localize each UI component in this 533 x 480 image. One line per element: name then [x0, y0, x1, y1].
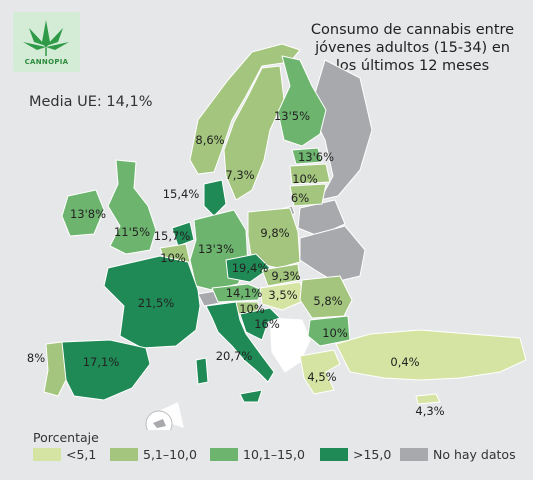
value-label-portugal: 8% [26, 351, 46, 365]
value-label-estonia: 13'6% [297, 150, 335, 164]
region-estonia [291, 147, 323, 165]
region-lithuania [289, 183, 327, 207]
value-label-bulgaria: 10% [322, 326, 348, 340]
region-sicily [239, 389, 263, 403]
region-czech [225, 253, 271, 283]
cannabis-leaf-icon [23, 20, 69, 56]
region-austria [211, 283, 263, 303]
value-label-austria: 14,1% [225, 286, 263, 300]
legend-swatch-gt15 [320, 448, 348, 461]
cannopia-logo: CANNOPIA [13, 12, 80, 72]
value-label-romania: 5,8% [313, 294, 343, 308]
value-label-belgium: 10% [160, 251, 186, 265]
value-label-netherlands: 15,7% [153, 229, 191, 243]
value-label-spain: 17,1% [82, 355, 120, 369]
value-label-slovakia: 9,3% [271, 269, 301, 283]
region-norway [189, 43, 301, 175]
value-label-hungary: 3,5% [268, 288, 298, 302]
region-hungary [259, 281, 307, 311]
title-line-1: Consumo de cannabis entre [310, 22, 515, 38]
value-label-turkey: 0,4% [390, 355, 420, 369]
legend-label-5-10: 5,1–10,0 [143, 447, 197, 462]
eu-mean-label: Media UE: 14,1% [29, 94, 153, 110]
title-line-2: jóvenes adultos (15-34) en [315, 40, 510, 56]
value-label-latvia: 10% [292, 172, 318, 186]
region-sardinia [195, 357, 209, 385]
region-denmark [203, 179, 227, 217]
legend-title: Porcentaje [33, 430, 99, 445]
legend-label-nodata: No hay datos [433, 447, 516, 462]
region-spain [59, 339, 151, 401]
region-sweden [223, 65, 285, 201]
region-croatia [239, 307, 281, 341]
map-title: Consumo de cannabis entre jóvenes adulto… [300, 21, 525, 75]
region-nodata-ukraine [299, 225, 366, 283]
region-turkey [335, 329, 527, 381]
europe-map [43, 43, 527, 430]
value-label-denmark: 15,4% [162, 187, 200, 201]
value-label-finland: 13'5% [273, 109, 311, 123]
legend-swatch-nodata [400, 448, 428, 461]
region-uk [107, 159, 157, 255]
value-label-slovenia: 10% [239, 302, 265, 316]
region-latvia [289, 163, 331, 185]
value-label-uk: 11'5% [113, 225, 151, 239]
legend-label-gt15: >15,0 [353, 447, 392, 462]
region-france [103, 255, 201, 349]
region-italy [205, 301, 275, 383]
malta-inset [145, 402, 184, 430]
value-label-germany: 13'3% [197, 242, 235, 256]
legend: <5,1 5,1–10,0 10,1–15,0 >15,0 No hay dat… [33, 446, 528, 466]
legend-swatch-lt5 [33, 448, 61, 461]
legend-swatch-5-10 [110, 448, 138, 461]
value-label-poland: 9,8% [260, 226, 290, 240]
value-label-sweden: 7,3% [225, 168, 255, 182]
value-label-cyprus: 4,3% [415, 404, 445, 418]
region-portugal [43, 341, 67, 397]
value-label-croatia: 16% [254, 317, 280, 331]
region-slovakia [261, 263, 301, 287]
title-line-3: los últimos 12 meses [335, 58, 490, 74]
region-bulgaria [307, 315, 351, 347]
value-label-czech: 19,4% [231, 261, 269, 275]
region-ireland [61, 189, 105, 237]
value-label-italy: 20,7% [215, 349, 253, 363]
region-netherlands [171, 221, 195, 247]
region-cyprus [415, 393, 441, 405]
legend-label-10-15: 10,1–15,0 [243, 447, 305, 462]
legend-label-lt5: <5,1 [66, 447, 97, 462]
region-greece [299, 349, 341, 395]
value-label-france: 21,5% [137, 296, 175, 310]
value-label-lithuania: 6% [290, 191, 310, 205]
value-label-ireland: 13'8% [69, 207, 107, 221]
logo-text: CANNOPIA [24, 58, 69, 66]
legend-swatch-10-15 [210, 448, 238, 461]
value-label-norway: 8,6% [195, 133, 225, 147]
region-finland [277, 55, 327, 147]
value-label-greece: 4,5% [307, 370, 337, 384]
